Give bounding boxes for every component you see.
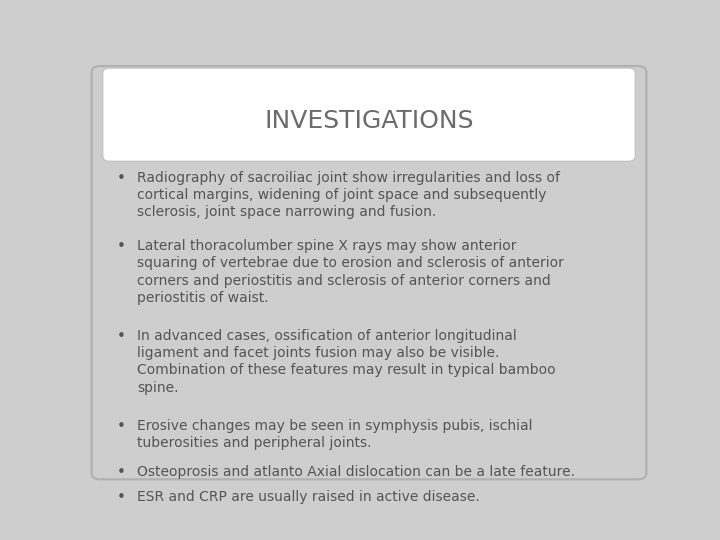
- Text: •: •: [116, 465, 125, 480]
- Text: Radiography of sacroiliac joint show irregularities and loss of
cortical margins: Radiography of sacroiliac joint show irr…: [138, 171, 560, 219]
- FancyBboxPatch shape: [91, 66, 647, 480]
- Text: ESR and CRP are usually raised in active disease.: ESR and CRP are usually raised in active…: [138, 490, 480, 504]
- Text: •: •: [116, 418, 125, 434]
- Text: •: •: [116, 329, 125, 344]
- Text: Erosive changes may be seen in symphysis pubis, ischial
tuberosities and periphe: Erosive changes may be seen in symphysis…: [138, 418, 533, 450]
- Text: •: •: [116, 239, 125, 254]
- Text: •: •: [116, 171, 125, 186]
- Text: •: •: [116, 490, 125, 505]
- FancyBboxPatch shape: [103, 68, 635, 161]
- Text: INVESTIGATIONS: INVESTIGATIONS: [264, 109, 474, 133]
- Text: Lateral thoracolumber spine X rays may show anterior
squaring of vertebrae due t: Lateral thoracolumber spine X rays may s…: [138, 239, 564, 305]
- Text: Osteoprosis and atlanto Axial dislocation can be a late feature.: Osteoprosis and atlanto Axial dislocatio…: [138, 465, 575, 479]
- Text: In advanced cases, ossification of anterior longitudinal
ligament and facet join: In advanced cases, ossification of anter…: [138, 329, 556, 395]
